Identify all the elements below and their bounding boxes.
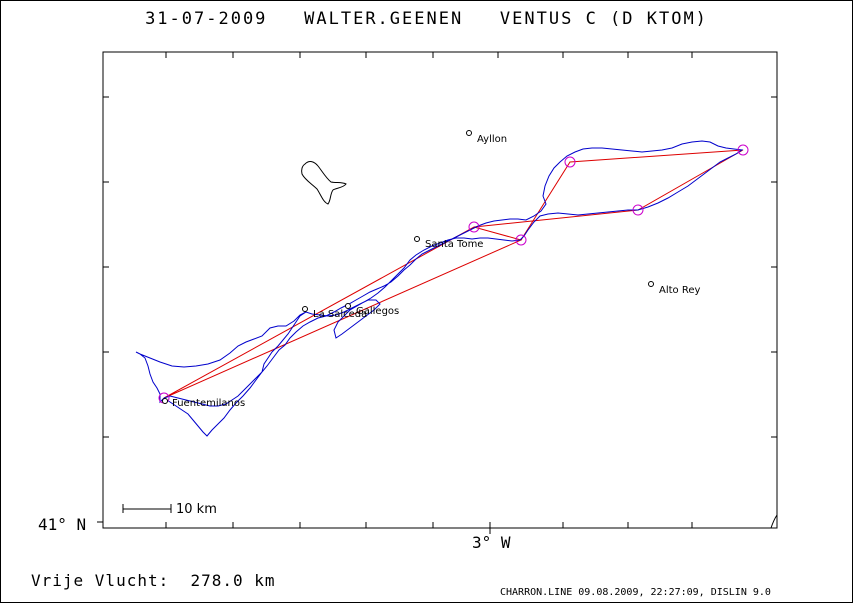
place-label-la-salceda: La Salceda <box>313 309 367 320</box>
map-title: 31-07-2009 WALTER.GEENEN VENTUS C (D KTO… <box>0 9 853 29</box>
footer-credit: CHARRON.LINE 09.08.2009, 22:27:09, DISLI… <box>500 587 771 598</box>
flight-distance: Vrije Vlucht: 278.0 km <box>31 571 276 590</box>
place-marker <box>162 398 168 404</box>
glider-name: VENTUS C (D KTOM) <box>499 9 708 29</box>
scale-bar-label: 10 km <box>176 502 217 517</box>
place-marker <box>414 236 420 242</box>
place-label-santa-tome: Santa Tome <box>425 239 483 250</box>
place-fuentemilanos: Fuentemilanos <box>162 398 245 409</box>
place-label-alto-rey: Alto Rey <box>659 285 700 296</box>
place-santa-tome: Santa Tome <box>414 236 483 250</box>
latitude-label: 41° N <box>38 515 87 534</box>
place-gallegos: Gallegos <box>345 303 399 317</box>
place-ayllon: Ayllon <box>466 130 507 145</box>
turnpoint-4 <box>737 144 749 156</box>
reservoir-outline <box>301 161 347 205</box>
place-marker <box>302 306 308 312</box>
turnpoint-1 <box>468 221 480 233</box>
flight-date: 31-07-2009 <box>145 9 268 29</box>
place-marker <box>345 303 351 309</box>
place-label-fuentemilanos: Fuentemilanos <box>172 398 245 409</box>
task-route <box>163 149 744 399</box>
turnpoint-3 <box>564 156 576 168</box>
distance-label: Vrije Vlucht: <box>31 571 170 590</box>
place-label-ayllon: Ayllon <box>477 134 507 145</box>
plot-frame <box>102 51 778 529</box>
place-label-gallegos: Gallegos <box>356 306 399 317</box>
turnpoints <box>158 144 749 404</box>
pilot-name: WALTER.GEENEN <box>304 9 464 29</box>
place-marker <box>466 130 472 136</box>
axis-ticks <box>97 52 777 534</box>
turnpoint-2 <box>515 234 527 246</box>
turnpoint-5 <box>632 204 644 216</box>
distance-value: 278.0 km <box>190 571 276 590</box>
place-alto-rey: Alto Rey <box>648 281 700 296</box>
longitude-label: 3° W <box>472 533 511 552</box>
scale-bar: 10 km <box>122 502 217 517</box>
place-la-salceda: La Salceda <box>302 306 367 320</box>
place-marker <box>648 281 654 287</box>
flight-track <box>135 140 744 437</box>
graticule-curve <box>770 514 778 529</box>
